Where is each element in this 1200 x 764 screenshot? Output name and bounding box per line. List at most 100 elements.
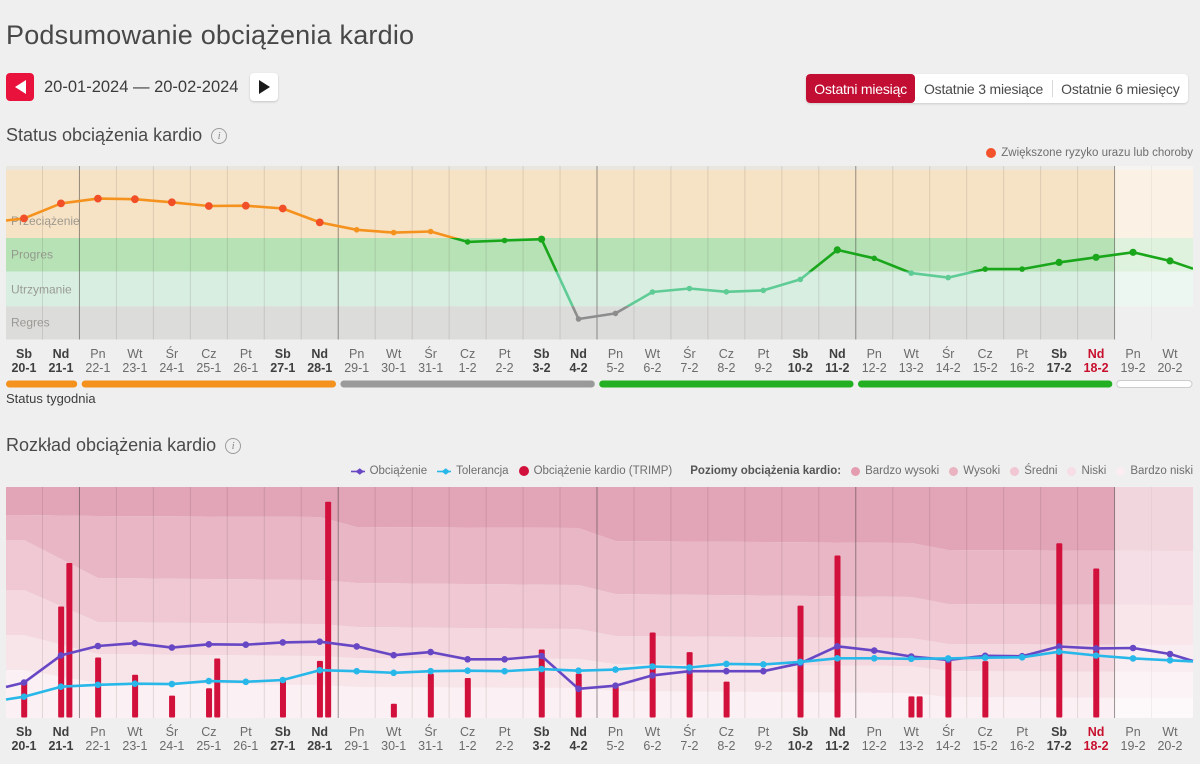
tolerance-point-dot [1166,657,1174,664]
x-axis-day-label: Pt [240,725,252,739]
x-axis-date-label: 25-1 [196,361,221,375]
x-axis-day-label: Śr [424,346,437,361]
x-axis-day-label: Śr [166,724,179,739]
x-axis-date-label: 20-2 [1157,739,1182,753]
x-axis-date-label: 1-2 [459,739,477,753]
trimp-bar [612,686,619,718]
zone-label: Progres [11,248,53,262]
legend-label: Tolerancja [456,465,509,477]
x-axis-day-label: Sb [792,725,808,739]
x-axis-date-label: 31-1 [418,361,443,375]
series-legend-item: Obciążenie [350,465,427,477]
level-legend-item: Niski [1067,465,1106,477]
x-axis-date-label: 7-2 [680,739,698,753]
x-axis-day-label: Pn [608,347,623,361]
tolerance-point-dot [907,655,915,663]
trimp-bar [390,703,397,718]
x-axis-day-label: Nd [311,347,328,361]
week-status-segment [81,380,337,388]
load-level-band [6,487,1193,551]
info-icon[interactable]: i [211,127,228,144]
level-legend-item: Wysoki [949,465,1000,477]
status-point-dot [723,289,730,295]
x-axis-day-label: Wt [386,347,402,361]
x-axis-day-label: Wt [904,725,920,739]
x-axis-date-label: 3-2 [533,361,551,375]
x-axis-day-label: Nd [311,725,328,739]
trimp-bar [325,501,332,718]
status-point-dot [945,274,951,281]
x-axis-date-label: 19-2 [1121,739,1146,753]
x-axis-date-label: 31-1 [418,739,443,753]
x-axis-day-label: Nd [1088,725,1105,739]
x-axis-day-label: Wt [645,347,661,361]
zone-label: Regres [11,316,50,330]
status-point-dot [390,229,397,236]
left-triangle-icon [14,80,26,94]
x-axis-day-label: Wt [1162,347,1178,361]
status-line [571,306,631,321]
level-dot-icon [1116,466,1126,476]
week-status-segment [599,380,854,388]
x-axis-day-label: Śr [683,346,696,361]
strain-point-dot [94,642,102,650]
info-icon[interactable]: i [225,437,242,454]
next-period-button[interactable] [250,73,279,101]
tolerance-point-dot [1018,654,1026,661]
x-axis-day-label: Pn [1125,725,1140,739]
tolerance-point-dot [57,683,65,690]
tolerance-point-dot [1055,648,1063,655]
x-axis-day-label: Śr [942,346,955,361]
status-point-dot [649,289,656,295]
trimp-bar [686,652,693,718]
line-arrow-icon [437,467,452,476]
x-axis-date-label: 21-1 [48,361,73,375]
date-range-label: 20-01-2024 — 20-02-2024 [44,77,239,96]
strain-point-dot [1129,644,1137,652]
strain-point-dot [833,643,841,650]
x-axis-day-label: Śr [166,346,179,361]
status-point-dot [760,287,767,294]
tab-last-3-months[interactable]: Ostatnie 3 miesiące [915,74,1051,103]
trimp-bar [169,695,176,718]
line-arrow-icon [350,467,365,476]
tab-last-month[interactable]: Ostatni miesiąc [805,74,916,103]
tolerance-point-dot [205,677,213,685]
x-axis-day-label: Nd [570,347,587,361]
x-axis-day-label: Sb [16,725,32,739]
trimp-bar [58,606,65,718]
tolerance-point-dot [464,667,471,674]
x-axis-date-label: 8-2 [717,739,735,753]
status-point-dot [501,237,508,244]
x-axis-day-label: Nd [829,347,846,361]
tab-last-6-months[interactable]: Ostatnie 6 miesięcy [1053,74,1188,103]
x-axis-date-label: 13-2 [899,361,924,375]
status-point-dot [167,198,176,207]
status-line [448,238,1193,272]
status-chart-title: Status obciążenia kardio [6,125,203,145]
tolerance-point-dot [279,676,287,684]
strain-point-dot [427,648,434,656]
x-axis-date-label: 17-2 [1047,739,1072,753]
trimp-bar [908,696,915,718]
x-axis-day-label: Cz [201,725,216,739]
trimp-bar [214,658,221,718]
tolerance-point-dot [760,661,767,668]
strain-point-dot [1092,645,1100,652]
strain-point-dot [870,647,878,654]
status-point-dot [315,218,324,227]
x-axis-day-label: Pn [1125,347,1140,361]
x-axis-day-label: Sb [534,725,550,739]
status-point-dot [537,235,546,243]
level-legend-item: Średni [1010,465,1057,477]
x-axis-date-label: 29-1 [344,739,369,753]
tolerance-point-dot [427,667,434,675]
tolerance-point-dot [94,681,102,689]
previous-period-button[interactable] [6,73,34,101]
x-axis-date-label: 30-1 [381,361,406,375]
x-axis-date-label: 11-2 [825,739,849,753]
x-axis-date-label: 9-2 [754,361,772,375]
date-range-navigator: 20-01-2024 — 20-02-2024 [6,73,279,101]
trimp-bar [1056,543,1063,718]
time-range-tabs: Ostatni miesiąc Ostatnie 3 miesiące Osta… [805,74,1188,103]
